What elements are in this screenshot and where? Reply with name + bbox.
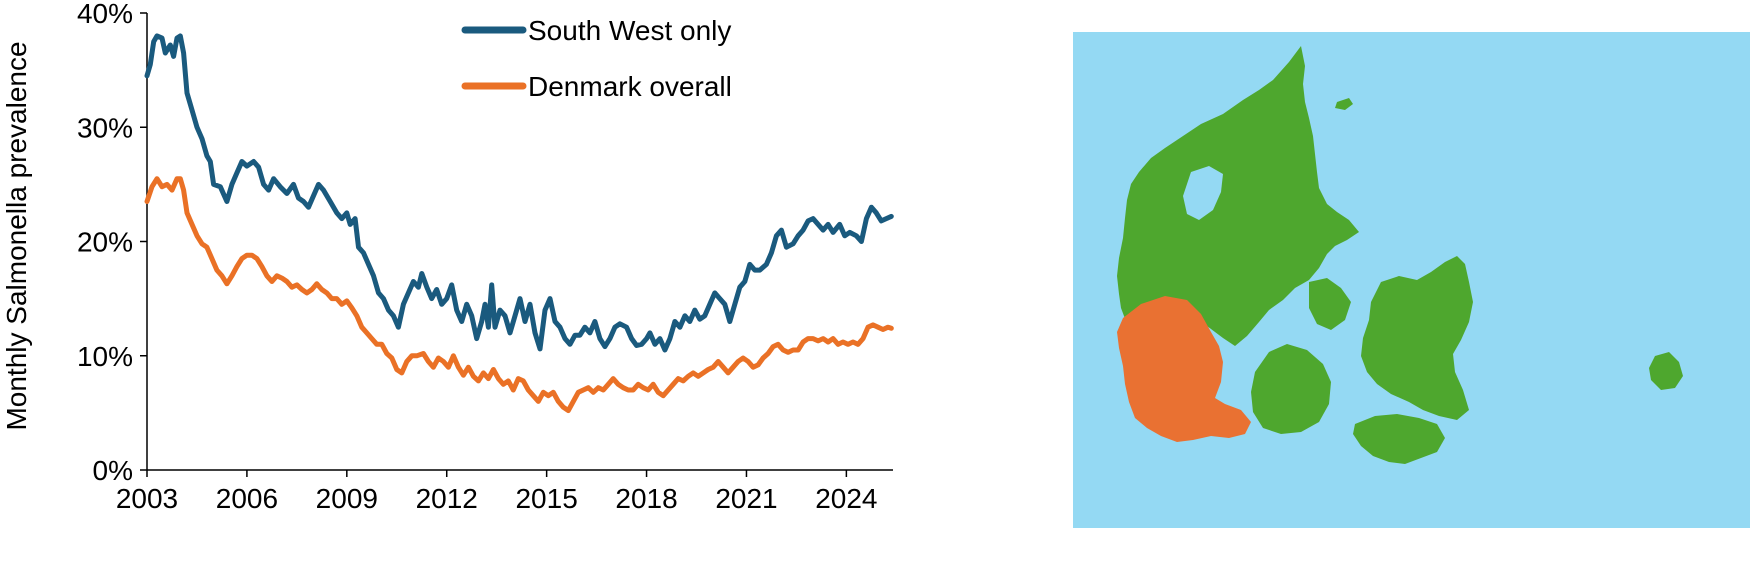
region-zealand bbox=[1361, 256, 1473, 420]
legend: South West only Denmark overall bbox=[461, 15, 732, 102]
x-tick-label: 2006 bbox=[216, 483, 278, 514]
x-tick-label: 2003 bbox=[116, 483, 178, 514]
y-tick-label: 20% bbox=[77, 227, 133, 258]
x-tick-label: 2024 bbox=[815, 483, 877, 514]
x-tick-label: 2009 bbox=[316, 483, 378, 514]
region-jutland-gulf bbox=[1183, 166, 1223, 220]
region-lolland-falster bbox=[1353, 414, 1445, 464]
y-axis-ticks: 0% 10% 20% 30% 40% bbox=[77, 0, 147, 486]
line-chart: 0%10%20%30%40% 2003 2006 2009 2012 2015 2018 2… bbox=[1, 0, 894, 514]
y-tick-label: 10% bbox=[77, 341, 133, 372]
legend-label-denmark-overall: Denmark overall bbox=[528, 71, 732, 102]
region-south-west-highlight bbox=[1117, 296, 1251, 442]
region-funen bbox=[1251, 344, 1331, 434]
y-axis-label: Monthly Salmonella prevalence bbox=[1, 41, 32, 430]
x-tick-label: 2015 bbox=[515, 483, 577, 514]
denmark-map bbox=[1073, 32, 1750, 528]
region-anholt bbox=[1335, 98, 1353, 110]
map-land-regions bbox=[1117, 46, 1683, 464]
y-tick-label: 0% bbox=[93, 455, 133, 486]
y-tick-label: 40% bbox=[77, 0, 133, 29]
region-djursland bbox=[1309, 278, 1351, 330]
x-tick-label: 2021 bbox=[715, 483, 777, 514]
x-tick-label: 2018 bbox=[615, 483, 677, 514]
x-axis-ticks: 2003 2006 2009 2012 2015 2018 2021 2024 bbox=[116, 470, 878, 514]
legend-label-south-west: South West only bbox=[528, 15, 731, 46]
region-bornholm bbox=[1649, 352, 1683, 390]
y-tick-label: 30% bbox=[77, 112, 133, 143]
series-line-denmark-overall bbox=[144, 176, 894, 414]
series-line-south-west-only bbox=[144, 33, 894, 353]
region-north-jutland bbox=[1117, 46, 1359, 346]
x-tick-label: 2012 bbox=[416, 483, 478, 514]
series-layer bbox=[144, 33, 894, 414]
